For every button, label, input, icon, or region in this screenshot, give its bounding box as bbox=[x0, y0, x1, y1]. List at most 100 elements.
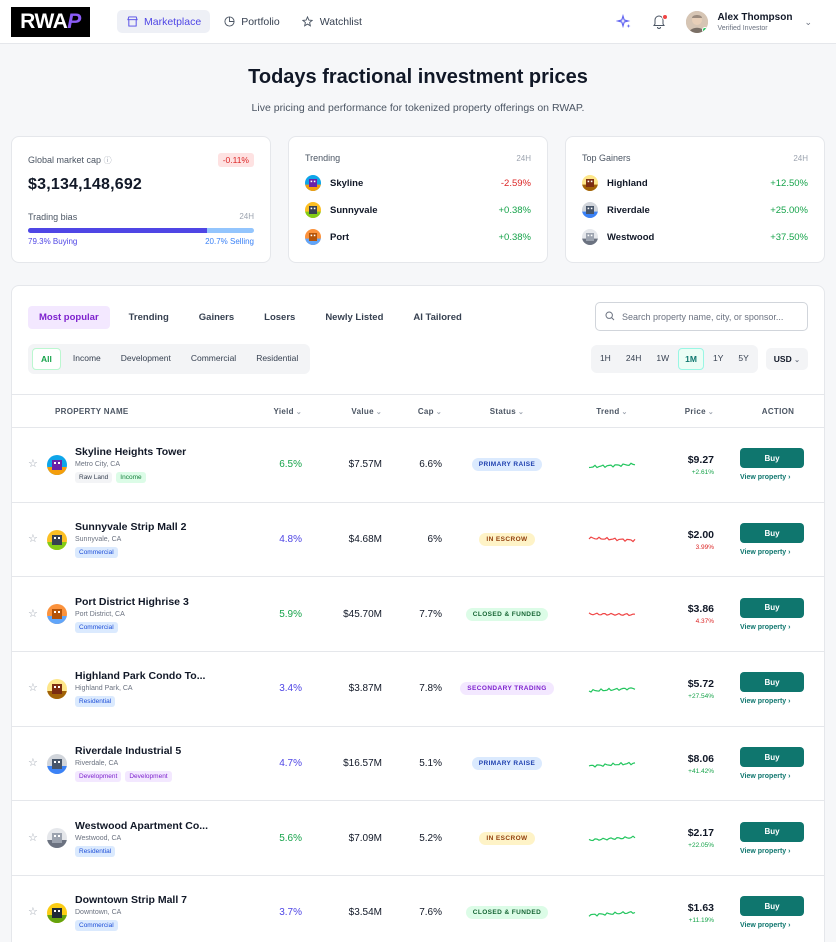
table-row[interactable]: ☆ Highland Park Condo To... Highland Park,… bbox=[12, 652, 824, 727]
buy-button[interactable]: Buy bbox=[740, 523, 804, 544]
property-value: $7.57M bbox=[348, 459, 382, 471]
table-row[interactable]: ☆ Westwood Apartment Co... Westwood, CA Res… bbox=[12, 801, 824, 877]
price-change: +41.42% bbox=[688, 767, 714, 775]
col-cap[interactable]: Cap ⌄ bbox=[417, 406, 442, 416]
cap-rate: 6.6% bbox=[419, 459, 442, 471]
property-tags: Residential bbox=[75, 845, 208, 857]
price-value: $9.27 bbox=[687, 453, 714, 466]
change-value: +0.38% bbox=[498, 204, 532, 216]
nav-watchlist[interactable]: Watchlist bbox=[293, 10, 371, 33]
chevron-right-icon: › bbox=[788, 698, 791, 706]
property-name[interactable]: Riverdale Industrial 5 bbox=[75, 745, 182, 758]
online-indicator bbox=[702, 27, 709, 33]
col-value[interactable]: Value ⌄ bbox=[351, 406, 382, 416]
property-location: Metro City, CA bbox=[75, 461, 120, 469]
tab-trending[interactable]: Trending bbox=[128, 311, 169, 323]
property-name[interactable]: Westwood Apartment Co... bbox=[75, 819, 209, 832]
stat-cards: Global market cap ⓘ -0.11% $3,134,148,69… bbox=[0, 136, 836, 263]
view-property-link[interactable]: View property › bbox=[740, 922, 791, 930]
filter-income[interactable]: Income bbox=[72, 353, 101, 363]
star-icon[interactable]: ☆ bbox=[28, 533, 38, 546]
currency-select[interactable]: USD ⌄ bbox=[765, 348, 808, 370]
star-icon[interactable]: ☆ bbox=[28, 757, 38, 770]
table-row[interactable]: ☆ Riverdale Industrial 5 Riverdale, CA Deve… bbox=[12, 727, 824, 802]
star-icon[interactable]: ☆ bbox=[28, 458, 38, 471]
buy-button[interactable]: Buy bbox=[740, 672, 804, 693]
tab-most-popular[interactable]: Most popular bbox=[28, 305, 110, 329]
trading-bias-bar bbox=[28, 228, 254, 233]
view-property-link[interactable]: View property › bbox=[740, 773, 791, 781]
filter-all[interactable]: All bbox=[32, 348, 61, 370]
table-row[interactable]: ☆ Sunnyvale Strip Mall 2 Sunnyvale, CA Comm… bbox=[12, 503, 824, 578]
buy-button[interactable]: Buy bbox=[740, 821, 804, 842]
view-property-link[interactable]: View property › bbox=[740, 549, 791, 557]
range-24h[interactable]: 24H bbox=[625, 353, 642, 363]
search-box[interactable] bbox=[595, 302, 808, 331]
trending-item[interactable]: Skyline -2.59% bbox=[305, 175, 531, 191]
avatar[interactable] bbox=[686, 11, 709, 33]
view-property-link[interactable]: View property › bbox=[740, 847, 791, 855]
property-name[interactable]: Downtown Strip Mall 7 bbox=[75, 894, 187, 907]
filter-development[interactable]: Development bbox=[120, 353, 171, 363]
property-location: Riverdale, CA bbox=[75, 760, 119, 768]
col-trend[interactable]: Trend ⌄ bbox=[596, 406, 628, 416]
col-status[interactable]: Status ⌄ bbox=[489, 406, 525, 416]
trending-item[interactable]: Port +0.38% bbox=[305, 229, 531, 245]
buy-button[interactable]: Buy bbox=[740, 448, 804, 469]
star-icon[interactable]: ☆ bbox=[28, 682, 38, 695]
chevron-right-icon: › bbox=[788, 847, 791, 855]
info-icon[interactable]: ⓘ bbox=[103, 155, 112, 165]
buy-button[interactable]: Buy bbox=[740, 896, 804, 917]
property-thumbnail bbox=[47, 604, 67, 625]
tab-ai-tailored[interactable]: AI Tailored bbox=[413, 311, 462, 323]
logo[interactable]: RWA P bbox=[11, 6, 90, 37]
range-1m[interactable]: 1M bbox=[678, 348, 704, 370]
chevron-down-icon[interactable]: ⌄ bbox=[804, 16, 812, 27]
bell-icon[interactable] bbox=[652, 14, 669, 30]
search-input[interactable] bbox=[622, 311, 798, 322]
table-body: ☆ Skyline Heights Tower Metro City, CA Raw … bbox=[12, 428, 824, 942]
range-1w[interactable]: 1W bbox=[656, 353, 670, 363]
view-property-link[interactable]: View property › bbox=[740, 474, 791, 482]
chevron-right-icon: › bbox=[788, 773, 791, 781]
property-name[interactable]: Sunnyvale Strip Mall 2 bbox=[75, 521, 187, 534]
tab-newly-listed[interactable]: Newly Listed bbox=[325, 311, 384, 323]
tab-losers[interactable]: Losers bbox=[264, 311, 296, 323]
table-row[interactable]: ☆ Port District Highrise 3 Port District, … bbox=[12, 577, 824, 653]
star-icon[interactable]: ☆ bbox=[28, 607, 38, 620]
nav-marketplace[interactable]: Marketplace bbox=[117, 10, 211, 33]
sparkle-icon[interactable] bbox=[616, 13, 632, 30]
table-row[interactable]: ☆ Downtown Strip Mall 7 Downtown, CA Commer… bbox=[12, 876, 824, 942]
star-icon[interactable]: ☆ bbox=[28, 906, 38, 919]
property-name[interactable]: Highland Park Condo To... bbox=[75, 670, 206, 683]
col-price[interactable]: Price ⌄ bbox=[684, 406, 714, 416]
property-tag: Commercial bbox=[75, 621, 118, 633]
user-info[interactable]: Alex Thompson Verified Investor bbox=[717, 12, 792, 32]
trend-sparkline bbox=[588, 687, 636, 693]
col-yield[interactable]: Yield ⌄ bbox=[273, 406, 302, 416]
filter-commercial[interactable]: Commercial bbox=[190, 353, 237, 363]
star-icon[interactable]: ☆ bbox=[28, 831, 38, 844]
filter-residential[interactable]: Residential bbox=[256, 353, 299, 363]
buy-button[interactable]: Buy bbox=[740, 747, 804, 768]
col-property-name[interactable]: PROPERTY NAME bbox=[55, 406, 129, 416]
range-1y[interactable]: 1Y bbox=[712, 353, 724, 363]
property-name[interactable]: Skyline Heights Tower bbox=[75, 446, 187, 459]
view-property-link[interactable]: View property › bbox=[740, 698, 791, 706]
gainers-item[interactable]: Riverdale +25.00% bbox=[582, 202, 808, 218]
range-5y[interactable]: 5Y bbox=[738, 353, 749, 363]
buy-button[interactable]: Buy bbox=[740, 597, 804, 618]
property-name[interactable]: Port District Highrise 3 bbox=[75, 595, 189, 608]
category-filter: All Income Development Commercial Residentia… bbox=[28, 344, 311, 374]
gainers-item[interactable]: Highland +12.50% bbox=[582, 175, 808, 191]
notification-dot bbox=[662, 14, 669, 20]
view-property-link[interactable]: View property › bbox=[740, 623, 791, 631]
nav-portfolio[interactable]: Portfolio bbox=[214, 10, 289, 33]
property-value: $4.68M bbox=[348, 534, 382, 546]
property-tag: Raw Land bbox=[75, 472, 113, 484]
tab-gainers[interactable]: Gainers bbox=[198, 311, 235, 323]
gainers-item[interactable]: Westwood +37.50% bbox=[582, 229, 808, 245]
trending-item[interactable]: Sunnyvale +0.38% bbox=[305, 202, 531, 218]
range-1h[interactable]: 1H bbox=[599, 353, 611, 363]
table-row[interactable]: ☆ Skyline Heights Tower Metro City, CA Raw … bbox=[12, 428, 824, 503]
